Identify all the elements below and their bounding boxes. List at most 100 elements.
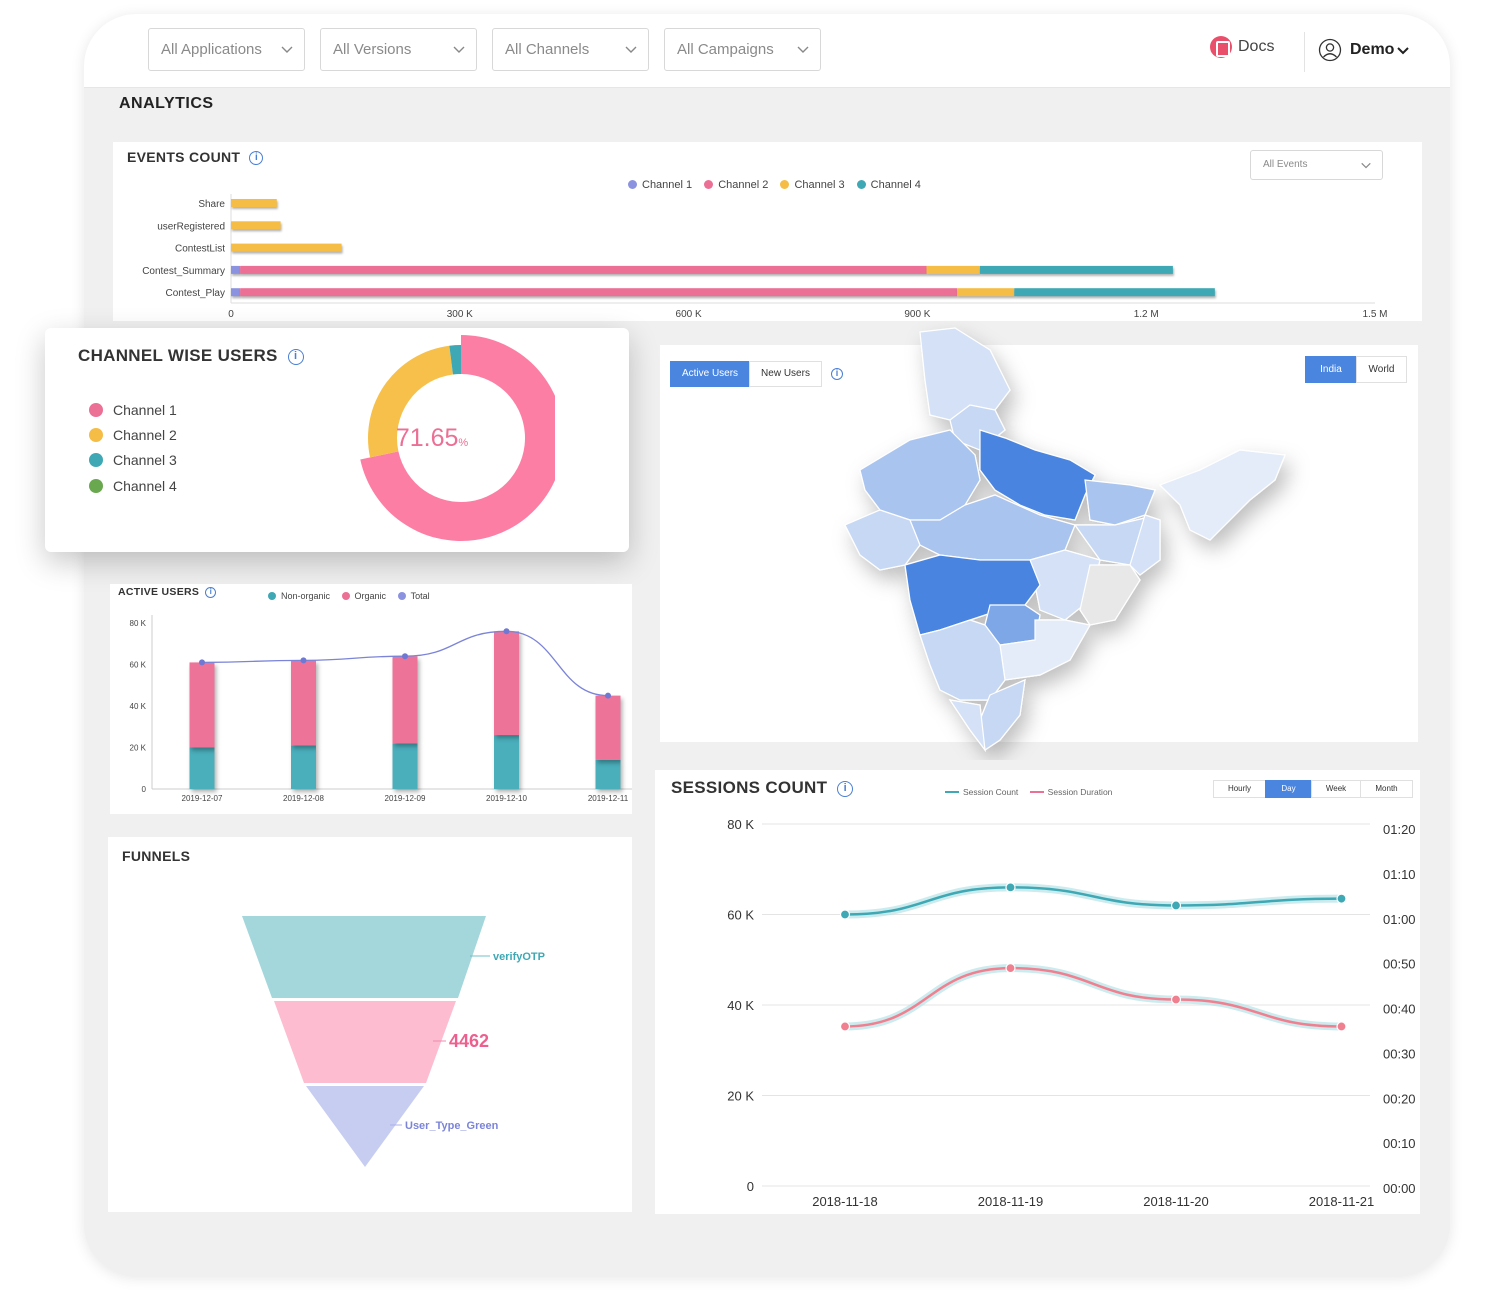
sessions-count-title: SESSIONS COUNT i: [671, 778, 854, 798]
sessions-count-card: SESSIONS COUNT i Session Count Session D…: [655, 770, 1420, 1214]
donut-slice: [360, 335, 555, 541]
y-tick-label: 40 K: [130, 702, 147, 711]
legend-label: Channel 1: [642, 179, 693, 191]
bar-organic: [494, 631, 519, 736]
y-tick-label-left: 40 K: [727, 998, 754, 1013]
total-point: [503, 628, 510, 635]
sessions-count-chart: 80 K 60 K 40 K 20 K 0 01:20 01:10 01:00 00:50 00:…: [727, 817, 1416, 1209]
category-label: ContestList: [175, 244, 225, 255]
total-line: [201, 630, 609, 697]
y-tick-label-right: 00:20: [1383, 1091, 1416, 1106]
legend-label: Channel 2: [113, 427, 177, 443]
map-region-karnataka[interactable]: [919, 619, 1006, 701]
map-region-up[interactable]: [979, 429, 1096, 521]
bar-segment: [231, 243, 342, 252]
funnel-stage-3[interactable]: [306, 1086, 424, 1167]
map-region-gujarat[interactable]: [844, 509, 921, 571]
funnel-stage-2[interactable]: [274, 1001, 456, 1083]
info-icon[interactable]: i: [831, 368, 843, 380]
granularity-month[interactable]: Month: [1360, 780, 1413, 798]
total-point: [605, 692, 611, 699]
legend-item[interactable]: Session Count: [945, 787, 1018, 797]
chevron-down-icon: [281, 46, 293, 53]
bar-non-organic: [494, 735, 519, 789]
legend-item[interactable]: Total: [397, 591, 430, 601]
region-tab-india[interactable]: India: [1305, 356, 1357, 383]
legend-item[interactable]: Channel 1: [89, 402, 177, 418]
y-tick-label-left: 20 K: [727, 1089, 754, 1104]
map-region-odisha[interactable]: [1079, 564, 1141, 626]
bar-non-organic: [291, 745, 316, 789]
funnel-label-2: 4462: [449, 1031, 489, 1051]
y-tick-label: 0: [142, 785, 147, 794]
total-point: [402, 653, 408, 660]
legend-label: Channel 2: [718, 179, 769, 191]
filter-applications[interactable]: All Applications: [148, 28, 305, 71]
info-icon[interactable]: i: [837, 780, 854, 797]
legend-item[interactable]: Channel 1: [628, 179, 692, 191]
legend-item[interactable]: Organic: [341, 591, 387, 601]
legend-label: Channel 4: [870, 179, 921, 191]
legend-label: Session Count: [963, 787, 1019, 797]
legend-item[interactable]: Channel 2: [704, 179, 768, 191]
x-tick-label: 2018-11-20: [1143, 1194, 1209, 1209]
info-icon[interactable]: i: [249, 151, 264, 166]
bar-segment: [1014, 288, 1215, 297]
legend-item[interactable]: Channel 4: [856, 179, 921, 191]
map-region-north[interactable]: [919, 327, 1011, 421]
session-duration-line: [844, 966, 1342, 1028]
funnel-stage-1[interactable]: [242, 916, 486, 998]
events-count-card: EVENTS COUNT i All Events Channel 1 Chan…: [113, 142, 1422, 321]
region-tab-world[interactable]: World: [1356, 356, 1407, 383]
x-tick-label: 2019-12-08: [283, 794, 324, 803]
map-region-mp[interactable]: [909, 494, 1076, 561]
donut-center-number: 71.65: [395, 424, 459, 452]
tab-new-users[interactable]: New Users: [749, 361, 822, 387]
session-duration-point: [839, 1021, 851, 1032]
y-tick-label: 20 K: [130, 744, 147, 753]
map-region-northeast[interactable]: [1158, 449, 1286, 541]
legend-item[interactable]: Non-organic: [268, 591, 330, 601]
docs-label: Docs: [1238, 38, 1275, 55]
info-icon[interactable]: i: [287, 348, 304, 365]
legend-item[interactable]: Session Duration: [1029, 787, 1113, 797]
x-tick-label: 2019-12-07: [182, 794, 223, 803]
info-icon[interactable]: i: [205, 586, 217, 598]
x-tick-label: 2019-12-11: [588, 794, 629, 803]
legend-label: Organic: [354, 591, 387, 601]
bar-segment: [240, 288, 958, 297]
map-region-westbengal[interactable]: [1129, 514, 1161, 576]
active-users-legend: Non-organic Organic Total: [268, 591, 439, 601]
session-count-point: [839, 909, 851, 920]
map-region-kerala[interactable]: [948, 699, 986, 753]
x-tick-label: 2018-11-18: [812, 1194, 878, 1209]
filter-channels[interactable]: All Channels: [492, 28, 649, 71]
legend-item[interactable]: Channel 2: [89, 427, 177, 443]
y-tick-label-right: 00:30: [1383, 1046, 1416, 1061]
filter-versions[interactable]: All Versions: [320, 28, 477, 71]
bar-organic: [595, 695, 621, 760]
legend-label: Session Duration: [1047, 787, 1113, 797]
channel-donut-chart: [360, 335, 555, 541]
user-circle-icon: [1318, 38, 1342, 62]
donut-slice: [368, 345, 453, 458]
sessions-count-title-text: SESSIONS COUNT: [671, 778, 828, 797]
events-count-chart: Share userRegistered ContestList Contest_Su…: [142, 194, 1388, 320]
legend-item[interactable]: Channel 4: [89, 478, 177, 494]
event-select[interactable]: All Events: [1250, 150, 1383, 180]
filter-campaigns[interactable]: All Campaigns: [664, 28, 821, 71]
legend-label: Channel 3: [794, 179, 845, 191]
events-legend: Channel 1 Channel 2 Channel 3 Channel 4: [628, 179, 930, 191]
legend-item[interactable]: Channel 3: [89, 452, 177, 468]
total-point: [300, 657, 307, 664]
donut-center-value: 71.65%: [382, 424, 482, 453]
bar-segment: [231, 199, 277, 207]
legend-item[interactable]: Channel 3: [780, 179, 845, 191]
y-tick-label-right: 01:20: [1383, 822, 1416, 837]
docs-icon: [1210, 36, 1232, 58]
map-region-ap[interactable]: [999, 619, 1091, 681]
x-tick-label: 2019-12-09: [385, 794, 426, 803]
funnel-label-1: verifyOTP: [493, 951, 545, 963]
x-tick-label: 2019-12-10: [486, 794, 527, 803]
tab-active-users[interactable]: Active Users: [670, 361, 750, 387]
